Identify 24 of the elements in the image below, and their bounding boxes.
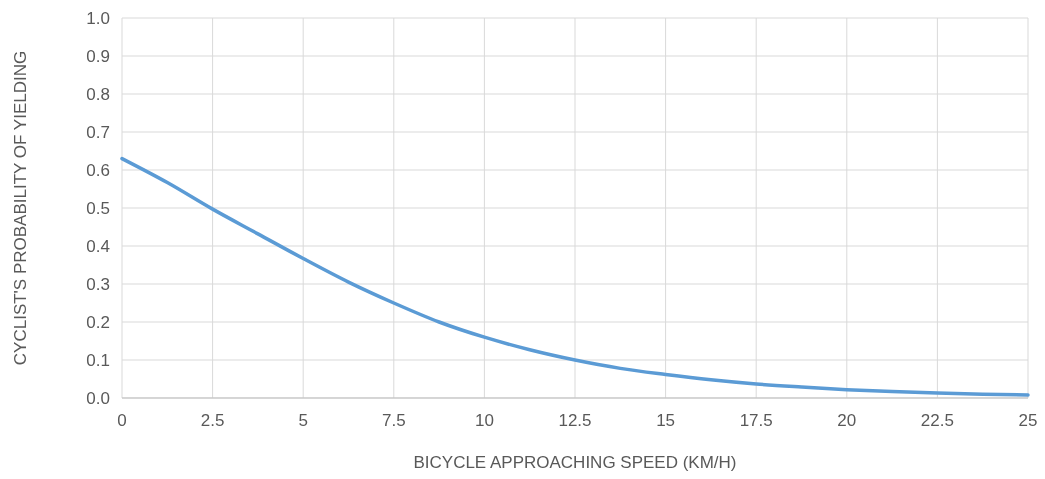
x-tick-label: 0: [117, 411, 127, 430]
y-tick-label: 0.1: [86, 350, 110, 370]
x-tick-label: 22.5: [920, 411, 954, 430]
y-tick-label: 0.4: [86, 236, 110, 256]
x-tick-label: 12.5: [558, 411, 592, 430]
x-tick-label: 7.5: [381, 411, 406, 430]
y-tick-label: 0.0: [86, 388, 110, 408]
y-tick-label: 0.3: [86, 274, 110, 294]
y-tick-label: 0.7: [86, 122, 110, 142]
y-axis-title: CYCLIST'S PROBABILITY OF YIELDING: [11, 50, 30, 366]
x-tick-label: 2.5: [200, 411, 225, 430]
y-tick-label: 0.9: [86, 46, 110, 66]
y-tick-label: 0.5: [86, 198, 110, 218]
y-tick-label: 0.8: [86, 84, 110, 104]
x-axis-title: BICYCLE APPROACHING SPEED (KM/H): [413, 453, 737, 472]
x-tick-label: 25: [1018, 411, 1038, 430]
x-tick-label: 15: [656, 411, 676, 430]
y-tick-label: 1.0: [86, 8, 110, 28]
x-tick-label: 17.5: [739, 411, 773, 430]
x-tick-label: 5: [298, 411, 308, 430]
x-tick-label: 20: [837, 411, 857, 430]
y-tick-label: 0.6: [86, 160, 110, 180]
y-tick-label: 0.2: [86, 312, 110, 332]
x-tick-label: 10: [474, 411, 494, 430]
